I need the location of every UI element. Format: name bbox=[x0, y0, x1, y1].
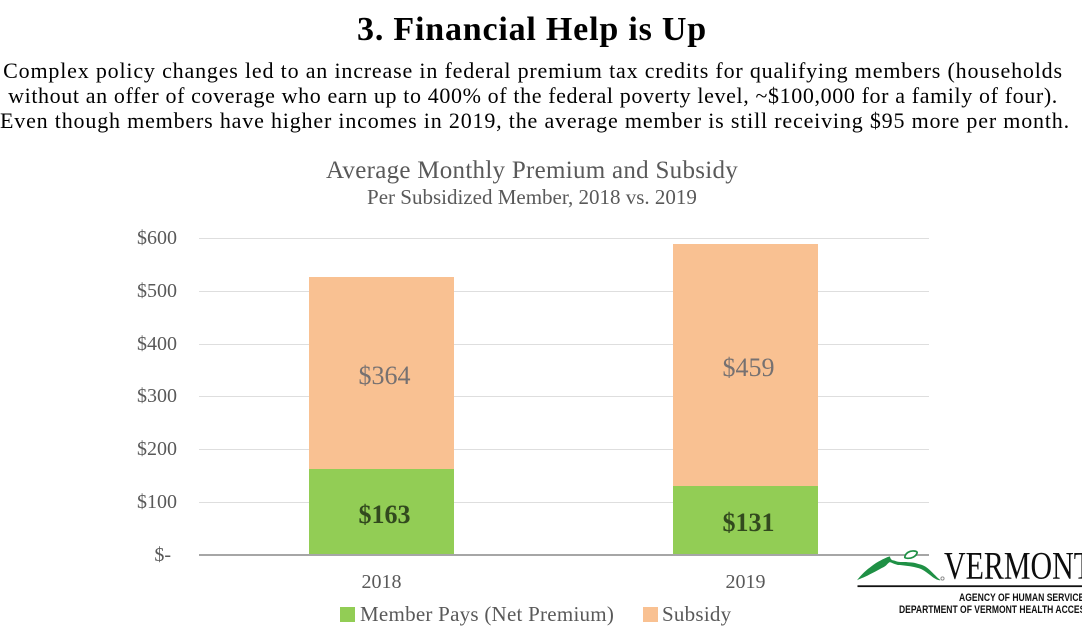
svg-text:DEPARTMENT OF VERMONT HEALTH A: DEPARTMENT OF VERMONT HEALTH ACCESS bbox=[899, 604, 1082, 616]
svg-text:AGENCY OF HUMAN SERVICES: AGENCY OF HUMAN SERVICES bbox=[959, 592, 1082, 604]
svg-text:VERMONT: VERMONT bbox=[944, 544, 1082, 587]
